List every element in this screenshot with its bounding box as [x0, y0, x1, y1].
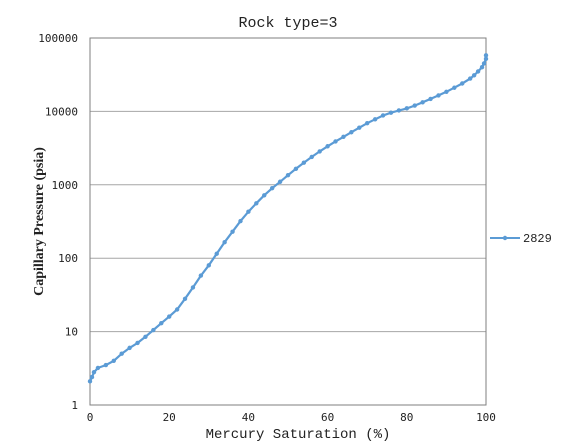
- data-point: [452, 85, 457, 90]
- data-point: [483, 56, 489, 62]
- data-point: [262, 193, 267, 198]
- data-point: [420, 100, 425, 105]
- data-point: [293, 166, 299, 172]
- data-point: [198, 273, 204, 278]
- data-point: [467, 76, 473, 81]
- axis-ticks: 1 10 100 1000 10000 100000 0 20 40 60 80 100: [38, 32, 496, 424]
- data-point: [103, 362, 109, 368]
- data-point: [238, 218, 243, 224]
- data-point: [380, 113, 386, 118]
- y-tick-label: 100000: [38, 32, 78, 45]
- data-point: [481, 61, 487, 66]
- chart-title: Rock type=3: [238, 15, 337, 32]
- data-point: [182, 296, 188, 301]
- data-point: [143, 334, 148, 339]
- data-point: [174, 307, 180, 312]
- data-point: [89, 374, 95, 380]
- legend: 2829: [490, 232, 552, 246]
- data-point: [444, 89, 449, 94]
- data-point: [357, 125, 362, 130]
- data-point: [167, 314, 172, 319]
- data-point: [277, 179, 283, 184]
- x-tick-label: 80: [400, 411, 413, 424]
- x-tick-label: 20: [163, 411, 176, 424]
- y-tick-label: 1: [71, 399, 78, 412]
- data-point: [246, 209, 251, 214]
- data-point: [301, 160, 307, 165]
- y-tick-label: 10: [65, 326, 78, 339]
- data-point: [396, 108, 402, 113]
- data-point: [349, 130, 354, 135]
- data-point: [428, 96, 433, 102]
- data-point: [309, 154, 314, 160]
- data-point: [135, 340, 140, 346]
- y-tick-label: 1000: [52, 179, 79, 192]
- data-point: [159, 321, 164, 326]
- data-point: [111, 358, 116, 364]
- data-point: [230, 229, 235, 234]
- data-point: [285, 173, 291, 178]
- x-tick-label: 0: [87, 411, 94, 424]
- series-layer: [87, 53, 489, 384]
- legend-label: 2829: [523, 232, 552, 246]
- data-point: [317, 149, 322, 154]
- data-point: [365, 121, 370, 126]
- data-point: [483, 53, 489, 58]
- data-point: [91, 369, 97, 375]
- data-point: [325, 144, 330, 149]
- data-point: [190, 285, 196, 290]
- data-point: [254, 201, 259, 206]
- data-point: [333, 139, 338, 144]
- data-point: [95, 365, 101, 371]
- data-point: [460, 81, 465, 86]
- x-axis-title: Mercury Saturation (%): [206, 427, 391, 443]
- data-point: [471, 73, 477, 78]
- y-axis-title: Capillary Pressure (psia): [32, 147, 47, 296]
- data-point: [412, 103, 417, 108]
- data-point: [206, 263, 211, 268]
- legend-marker: [502, 235, 508, 241]
- data-point: [404, 106, 409, 111]
- data-point: [151, 327, 156, 333]
- data-point: [87, 379, 93, 384]
- data-point: [214, 251, 219, 256]
- data-point: [475, 69, 481, 74]
- plot-area-frame: [89, 37, 487, 406]
- data-point: [436, 93, 441, 98]
- data-point: [372, 117, 378, 122]
- data-point: [222, 240, 227, 245]
- data-point: [341, 134, 346, 140]
- data-point: [127, 345, 132, 351]
- y-tick-label: 100: [58, 252, 78, 265]
- y-tick-label: 10000: [45, 105, 78, 118]
- x-tick-label: 100: [476, 411, 496, 424]
- data-point: [388, 110, 394, 115]
- data-point: [479, 65, 485, 70]
- x-tick-label: 40: [242, 411, 255, 424]
- data-point: [119, 351, 124, 356]
- data-point: [269, 185, 275, 191]
- x-tick-label: 60: [321, 411, 334, 424]
